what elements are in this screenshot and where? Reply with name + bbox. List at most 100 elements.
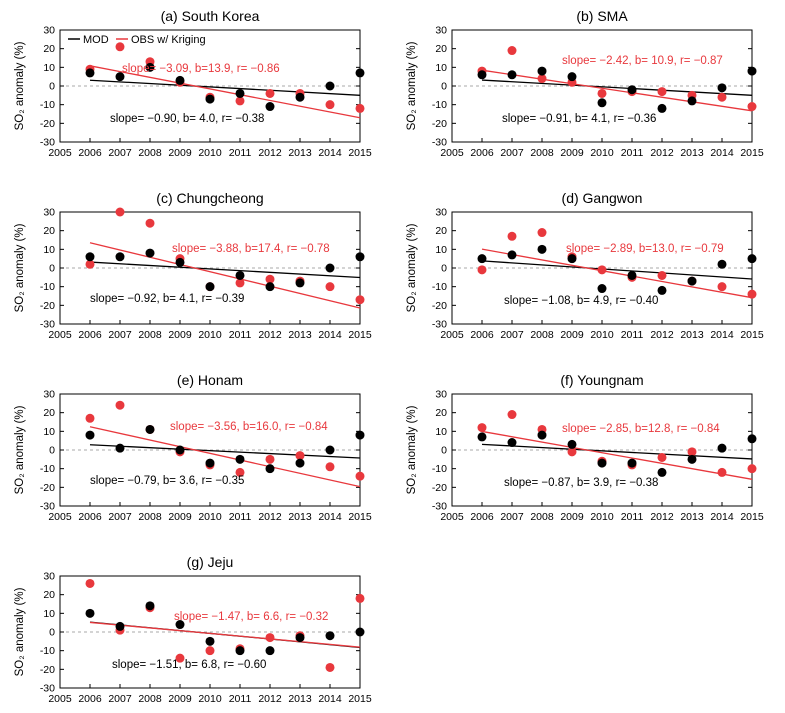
obs-point: [507, 231, 517, 241]
mod-point: [537, 66, 547, 76]
x-tick-label: 2011: [229, 693, 252, 705]
y-axis-label: SO₂ anomaly (%): [14, 405, 26, 494]
y-tick-label: 0: [49, 627, 55, 639]
mod-fit-annotation: slope= −0.90, b= 4.0, r= −0.38: [110, 113, 264, 125]
y-tick-label: -30: [432, 501, 447, 513]
mod-fit-annotation: slope= −0.91, b= 4.1, r= −0.36: [502, 113, 656, 125]
obs-trend-line: [481, 248, 753, 299]
mod-point: [115, 621, 125, 631]
mod-point: [687, 454, 697, 464]
mod-point: [597, 98, 607, 108]
mod-point: [295, 458, 305, 468]
mod-fit-annotation: slope= −0.79, b= 3.6, r= −0.35: [90, 475, 244, 487]
y-tick-label: 10: [43, 62, 55, 74]
obs-point: [507, 46, 517, 56]
mod-point: [537, 430, 547, 440]
obs-point: [537, 74, 547, 84]
mod-point: [265, 464, 275, 474]
y-axis-label: SO₂ anomaly (%): [14, 587, 26, 676]
mod-point: [627, 458, 637, 468]
y-tick-label: 10: [43, 244, 55, 256]
mod-point: [115, 443, 125, 453]
x-tick-label: 2010: [198, 693, 222, 705]
obs-point: [325, 100, 335, 110]
panel-title: (b) SMA: [576, 8, 628, 24]
x-tick-label: 2012: [650, 329, 674, 341]
y-tick-label: -10: [432, 463, 447, 475]
obs-fit-annotation: slope= −3.88, b=17.4, r= −0.78: [172, 243, 330, 255]
mod-point: [85, 68, 95, 78]
mod-point: [747, 434, 757, 444]
mod-point: [145, 248, 155, 258]
mod-fit-annotation: slope= −1.08, b= 4.9, r= −0.40: [504, 295, 658, 307]
obs-point: [355, 103, 365, 113]
mod-point: [477, 432, 487, 442]
mod-point: [115, 72, 125, 82]
obs-point: [507, 410, 517, 420]
x-tick-label: 2005: [48, 511, 72, 523]
mod-point: [537, 244, 547, 254]
x-tick-label: 2012: [258, 693, 282, 705]
y-axis-label: SO₂ anomaly (%): [14, 223, 26, 312]
obs-point: [325, 462, 335, 472]
x-tick-label: 2013: [288, 693, 312, 705]
mod-point: [717, 443, 727, 453]
obs-point: [537, 228, 547, 238]
x-tick-label: 2014: [710, 329, 734, 341]
x-tick-label: 2012: [650, 147, 674, 159]
mod-point: [265, 282, 275, 292]
obs-point: [235, 278, 245, 288]
panel-title: (e) Honam: [177, 372, 243, 388]
x-tick-label: 2010: [198, 329, 222, 341]
mod-point: [325, 81, 335, 91]
obs-trend-line: [481, 430, 753, 480]
obs-point: [747, 289, 757, 299]
mod-point: [507, 438, 517, 448]
mod-point: [567, 439, 577, 449]
obs-point: [717, 282, 727, 292]
x-tick-label: 2011: [229, 147, 252, 159]
x-tick-label: 2011: [621, 511, 644, 523]
x-tick-label: 2009: [168, 693, 192, 705]
mod-point: [145, 62, 155, 72]
y-tick-label: 30: [435, 389, 447, 401]
mod-point: [627, 270, 637, 280]
obs-point: [657, 87, 667, 97]
y-tick-label: -20: [40, 482, 55, 494]
x-tick-label: 2006: [470, 511, 494, 523]
x-tick-label: 2015: [740, 511, 764, 523]
obs-point: [687, 447, 697, 457]
x-tick-label: 2009: [168, 147, 192, 159]
x-tick-label: 2010: [590, 329, 614, 341]
panel-title: (d) Gangwon: [562, 190, 643, 206]
obs-point: [747, 464, 757, 474]
mod-point: [507, 70, 517, 80]
x-tick-label: 2015: [348, 511, 372, 523]
mod-point: [85, 430, 95, 440]
x-tick-label: 2011: [229, 511, 252, 523]
obs-point: [355, 593, 365, 603]
y-axis-label: SO₂ anomaly (%): [406, 41, 418, 130]
obs-point: [597, 265, 607, 275]
mod-point: [747, 66, 757, 76]
x-tick-label: 2007: [108, 693, 132, 705]
y-tick-label: 10: [435, 62, 447, 74]
y-tick-label: -30: [432, 319, 447, 331]
y-tick-label: 0: [441, 263, 447, 275]
y-axis-label: SO₂ anomaly (%): [406, 405, 418, 494]
mod-point: [747, 254, 757, 264]
y-tick-label: -30: [40, 137, 55, 149]
x-tick-label: 2012: [258, 147, 282, 159]
obs-point: [205, 646, 215, 656]
mod-point: [597, 284, 607, 294]
mod-point: [115, 252, 125, 262]
mod-point: [85, 608, 95, 618]
mod-point: [507, 250, 517, 260]
x-tick-label: 2008: [138, 147, 162, 159]
obs-point: [175, 653, 185, 663]
y-axis-label: SO₂ anomaly (%): [406, 223, 418, 312]
x-tick-label: 2009: [560, 329, 584, 341]
mod-point: [85, 252, 95, 262]
